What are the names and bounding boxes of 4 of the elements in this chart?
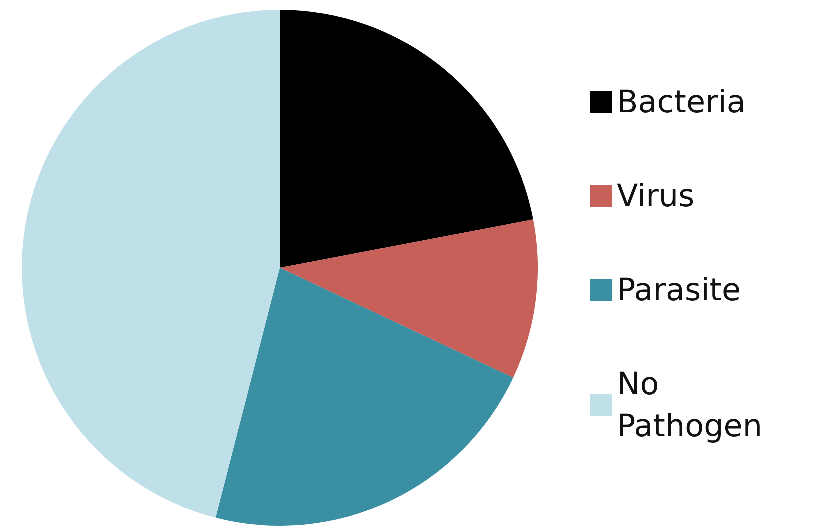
- legend-label: Parasite: [617, 272, 742, 308]
- legend-label: Bacteria: [617, 84, 746, 120]
- legend-label: No Pathogen: [617, 366, 762, 444]
- legend-label: Virus: [617, 178, 695, 214]
